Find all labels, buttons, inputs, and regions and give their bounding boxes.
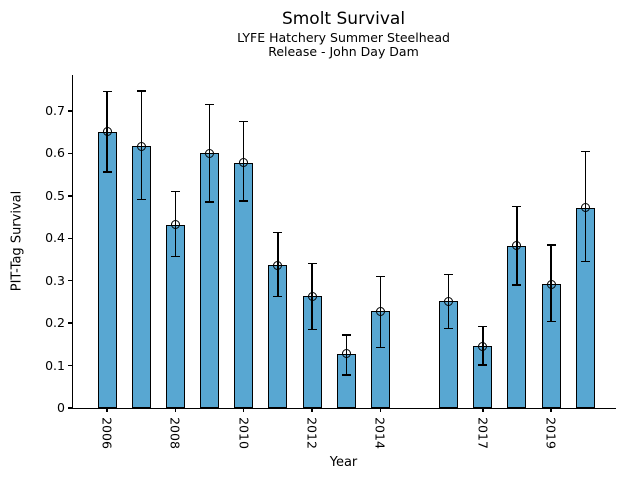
error-bar-cap-top [170,190,180,193]
point-marker [444,296,454,306]
error-bar-cap-bottom [478,364,488,366]
point-marker [239,158,249,168]
error-bar-cap-top [307,263,317,265]
y-axis-tick [68,280,72,282]
x-axis-tick [482,408,484,412]
x-axis-tick-label: 2019 [543,417,559,449]
point-marker [375,306,385,316]
survival-bar [97,131,117,408]
x-axis-tick-label: 2017 [475,417,491,449]
point-marker [136,141,146,151]
x-axis-tick [379,408,382,412]
error-bar-cap-bottom [170,255,180,258]
x-axis-tick-label: 2006 [99,417,115,449]
error-bar-cap-top [136,90,146,92]
error-bar-cap-top [341,334,351,336]
error-bar-cap-bottom [580,260,590,263]
error-bar-cap-top [239,120,249,122]
error-bar-cap-bottom [546,320,556,323]
y-axis-tick-label: 0.1 [45,357,65,373]
plot-area: 0 0.1 0.2 0.3 0.4 0.5 0.6 0.7 2006 2008 2010 2012 20… [45,75,616,449]
point-marker [341,349,351,359]
y-axis-tick [68,237,72,239]
point-marker [273,260,283,270]
error-bar-cap-bottom [512,284,522,286]
y-axis-tick-label: 0.7 [45,103,65,119]
error-bar-cap-bottom [102,171,112,173]
point-marker [205,148,215,158]
error-bar-cap-top [512,205,522,208]
x-axis-label: Year [329,455,358,470]
error-bar-cap-bottom [239,200,249,202]
x-axis-tick-label: 2012 [304,417,320,449]
point-marker [512,241,522,251]
x-axis-tick-label: 2010 [236,417,252,449]
y-axis-tick-label: 0.5 [45,187,65,203]
error-bar-cap-bottom [444,327,454,329]
x-axis-tick-label: 2014 [372,417,388,449]
point-marker [580,203,590,213]
error-bar-cap-top [580,150,590,153]
x-axis-tick [174,408,177,412]
y-axis-tick [68,110,72,112]
error-bar-cap-bottom [136,199,146,201]
y-axis-tick [68,152,72,155]
y-axis-tick [68,407,72,409]
x-axis-tick [243,408,245,412]
error-bar-cap-bottom [341,374,351,376]
y-axis-tick [68,322,72,324]
chart-title: Smolt Survival [281,9,406,29]
y-axis-tick-label: 0.4 [45,230,65,246]
chart-subtitle-line1: LYFE Hatchery Summer Steelhead [237,30,450,45]
error-bar-cap-top [375,275,385,278]
x-axis-tick [550,408,552,412]
y-axis-tick-label: 0 [57,400,65,415]
y-axis-tick-label: 0.2 [45,315,65,331]
error-bar-cap-top [205,103,215,106]
point-marker [546,279,556,289]
error-bar-cap-top [273,232,283,234]
error-bar-cap-bottom [307,328,317,331]
y-axis-tick-label: 0.6 [45,145,65,161]
error-bar-cap-top [444,273,454,276]
point-marker [170,220,180,230]
error-bar-cap-bottom [375,347,385,349]
error-bar-cap-top [546,244,556,246]
point-marker [307,291,317,301]
point-marker [102,127,112,137]
error-bar-cap-top [102,90,112,93]
x-axis-tick [106,408,108,412]
error-bar-cap-bottom [273,295,283,298]
point-marker [478,341,488,351]
chart-subtitle-line2: Release - John Day Dam [268,44,419,59]
y-axis-tick-label: 0.3 [45,272,65,288]
error-bar-cap-bottom [205,201,215,203]
x-axis-tick [311,408,313,412]
error-bar-cap-top [478,325,488,328]
x-axis-tick-label: 2008 [167,417,183,449]
y-axis-tick [68,364,72,367]
y-axis-tick [68,195,72,197]
